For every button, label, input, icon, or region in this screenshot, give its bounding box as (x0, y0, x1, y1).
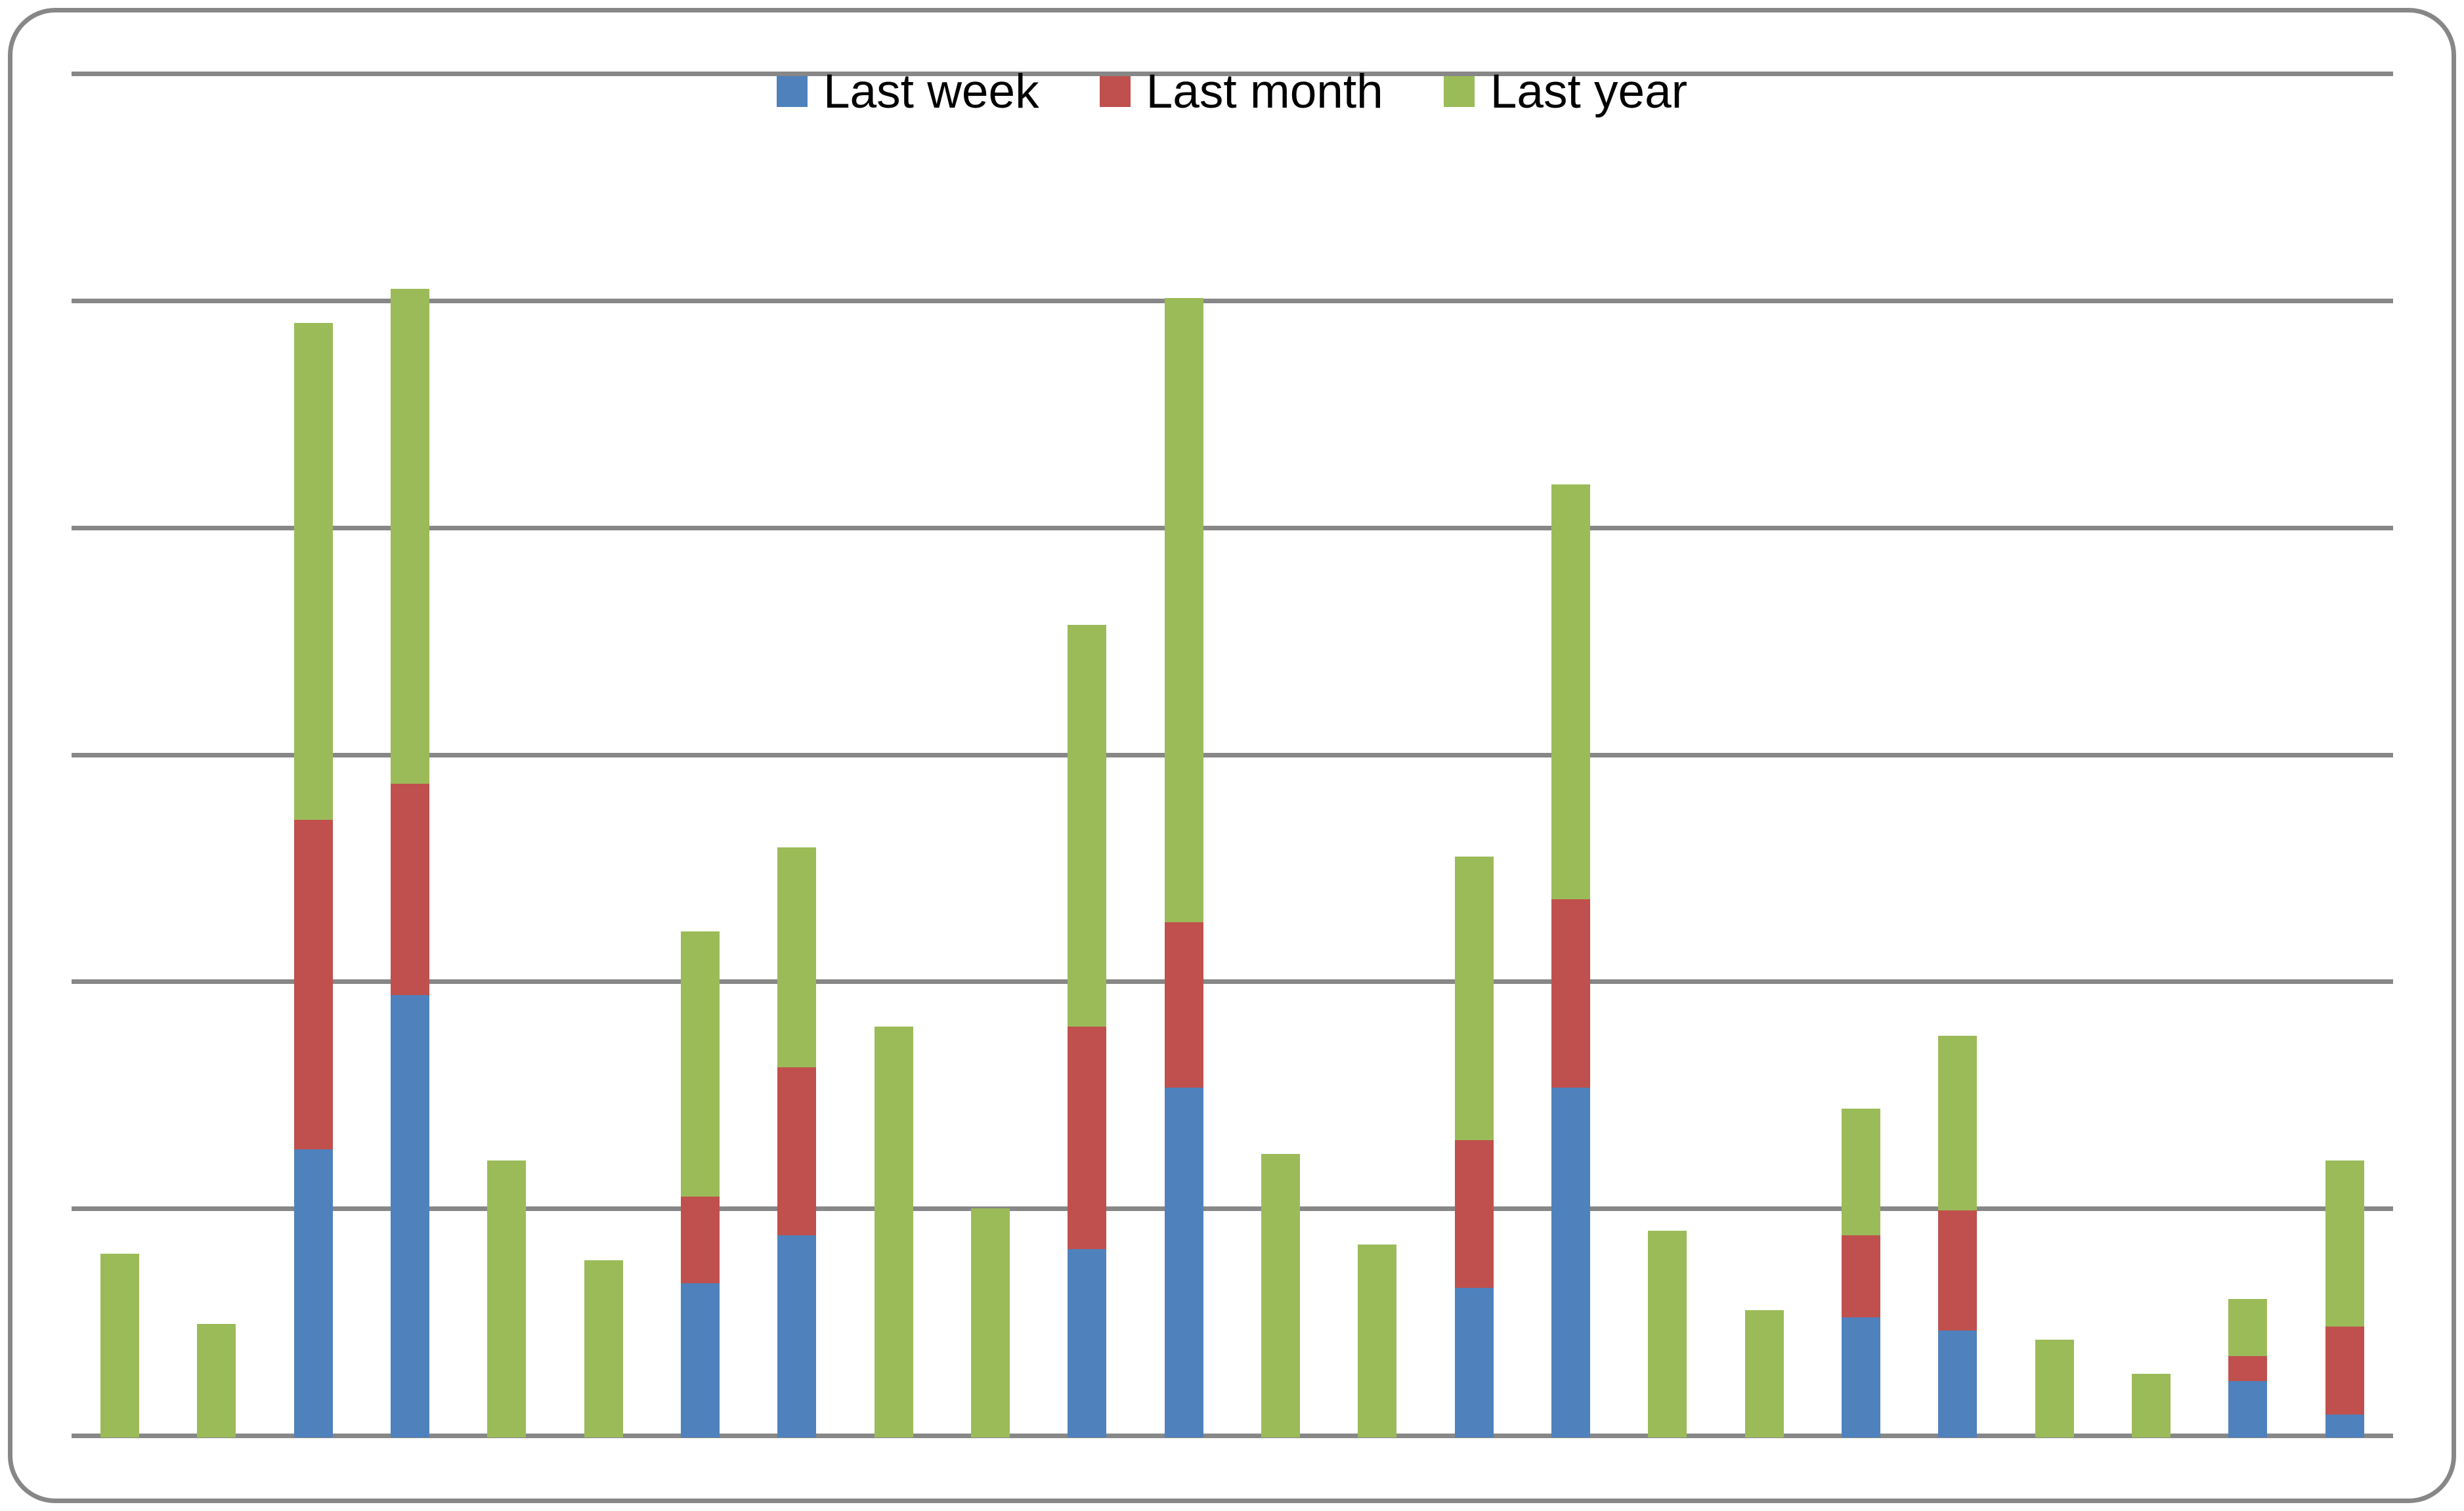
legend-item-last-year: Last year (1443, 65, 1688, 118)
gridline (72, 979, 2393, 985)
bar-segment-last-month (293, 820, 333, 1149)
gridline (72, 72, 2393, 77)
last-month-swatch-icon (1099, 76, 1131, 107)
bar-segment-last-year (681, 931, 720, 1197)
bar-segment-last-year (197, 1324, 236, 1437)
bar-segment-last-year (2325, 1160, 2364, 1327)
bar-segment-last-year (1551, 484, 1591, 900)
bar-segment-last-year (2035, 1340, 2074, 1437)
bar-segment-last-month (391, 784, 430, 995)
bar-segment-last-year (293, 322, 333, 820)
bar-segment-last-year (1842, 1108, 1881, 1236)
bar-segment-last-week (1454, 1287, 1494, 1437)
bar-segment-last-week (1164, 1088, 1203, 1437)
bar-segment-last-month (1164, 922, 1203, 1088)
last-year-swatch-icon (1443, 76, 1475, 107)
bar-segment-last-week (777, 1235, 817, 1437)
bar-segment-last-year (874, 1027, 913, 1437)
gridline (72, 752, 2393, 757)
bar-segment-last-year (100, 1253, 140, 1437)
bar-segment-last-year (2228, 1299, 2268, 1356)
bar-segment-last-year (487, 1160, 527, 1437)
legend-label: Last year (1490, 65, 1688, 118)
bar-segment-last-month (1938, 1210, 1978, 1331)
x-axis-line (72, 1434, 2393, 1438)
gridline (72, 525, 2393, 530)
bar-segment-last-week (2325, 1415, 2364, 1437)
bar-segment-last-year (1938, 1035, 1978, 1211)
bar-segment-last-year (1068, 624, 1107, 1027)
bar-segment-last-month (1068, 1027, 1107, 1249)
bar-segment-last-week (1068, 1248, 1107, 1437)
bar-segment-last-year (971, 1208, 1010, 1437)
chart-border (8, 8, 2456, 1503)
legend-item-last-week: Last week (776, 65, 1039, 118)
bar-segment-last-year (1744, 1310, 1784, 1437)
bar-segment-last-year (1164, 297, 1203, 922)
bar-segment-last-month (777, 1067, 817, 1236)
bar-segment-last-month (1454, 1139, 1494, 1288)
bar-segment-last-year (777, 847, 817, 1068)
legend-item-last-month: Last month (1099, 65, 1383, 118)
bar-segment-last-week (1938, 1330, 1978, 1437)
bar-segment-last-month (1842, 1235, 1881, 1317)
legend: Last week Last month Last year (0, 68, 2464, 116)
bar-segment-last-year (2132, 1374, 2171, 1437)
bar-segment-last-month (681, 1197, 720, 1283)
last-week-swatch-icon (776, 76, 808, 107)
legend-label: Last week (823, 65, 1039, 118)
bar-segment-last-week (2228, 1380, 2268, 1437)
bar-segment-last-year (1261, 1153, 1301, 1437)
gridline (72, 298, 2393, 303)
bar-segment-last-year (1648, 1231, 1687, 1437)
legend-label: Last month (1146, 65, 1383, 118)
bar-segment-last-year (391, 289, 430, 784)
bar-segment-last-week (1551, 1088, 1591, 1437)
bar-segment-last-week (1842, 1317, 1881, 1437)
bar-segment-last-year (1454, 856, 1494, 1140)
bar-segment-last-week (681, 1283, 720, 1437)
bar-segment-last-week (293, 1149, 333, 1437)
bar-segment-last-week (391, 994, 430, 1437)
bar-segment-last-year (584, 1260, 623, 1437)
bar-segment-last-year (1358, 1245, 1397, 1437)
gridline (72, 1206, 2393, 1212)
bar-segment-last-month (2228, 1355, 2268, 1381)
bar-segment-last-month (1551, 899, 1591, 1088)
bar-segment-last-month (2325, 1326, 2364, 1415)
